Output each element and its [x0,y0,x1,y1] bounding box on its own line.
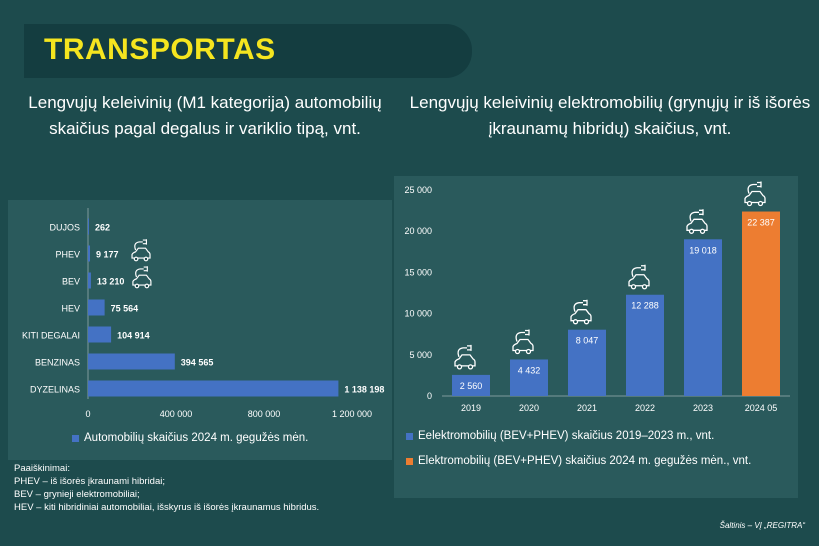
right-chart-heading: Lengvųjų keleivinių elektromobilių (gryn… [409,93,811,138]
bar-dujos [88,218,89,235]
data-label: 1 138 198 [344,385,384,395]
x-tick-label: 1 200 000 [332,409,372,419]
source-note: Šaltinis – VĮ „REGITRA“ [719,521,805,530]
left-chart-panel [8,200,392,460]
right-chart-legend-1: Eelektromobilių (BEV+PHEV) skaičius 2019… [406,430,714,442]
legend-label: Elektromobilių (BEV+PHEV) skaičius 2024 … [418,455,752,467]
bar-benzinas [88,353,175,370]
notes-title: Paaiškinimai: [14,463,70,474]
bar-2023 [684,239,722,396]
plug-car-icon [512,329,534,355]
data-label: 13 210 [97,277,125,287]
category-label: DUJOS [49,223,80,233]
data-label: 394 565 [181,358,214,368]
notes: Paaiškinimai: PHEV – iš išorės įkraunami… [14,462,319,514]
page-title: TRANSPORTAS [44,33,276,66]
category-label: DYZELINAS [30,385,80,395]
plug-car-icon [628,264,650,290]
y-tick-label: 10 000 [404,309,432,319]
legend-swatch-orange [406,457,413,465]
x-tick-label: 2019 [461,403,481,413]
bar-hev [88,299,105,316]
y-tick-label: 15 000 [404,267,432,277]
notes-line: PHEV – iš išorės įkraunami hibridai; [14,476,166,487]
bar-2020 [510,359,548,396]
legend-label: Automobilių skaičius 2024 m. gegužės mėn… [84,432,309,444]
ev-count-bar-chart: 0 5 000 10 000 15 000 20 000 25 000 2 560 2019 4… [404,181,790,413]
bar-2022 [626,294,664,396]
category-label: BENZINAS [35,358,80,368]
x-tick-label: 800 000 [248,409,281,419]
legend-label: Eelektromobilių (BEV+PHEV) skaičius 2019… [418,430,715,442]
data-label: 104 914 [117,331,150,341]
x-tick-label: 2023 [693,403,713,413]
data-label: 9 177 [96,250,119,260]
plug-car-icon [454,344,476,370]
bar-kiti-degalai [88,326,112,343]
data-label: 8 047 [576,336,599,346]
category-label: BEV [62,277,80,287]
data-label: 75 564 [111,304,139,314]
data-label: 19 018 [689,245,717,255]
x-tick-label: 2022 [635,403,655,413]
data-label: 12 288 [631,301,659,311]
plug-car-icon [744,181,766,207]
y-tick-label: 20 000 [404,226,432,236]
x-tick-label: 2020 [519,403,539,413]
x-tick-label: 2021 [577,403,597,413]
right-chart-legend-2: Elektromobilių (BEV+PHEV) skaičius 2024 … [406,455,751,467]
fuel-type-bar-chart: DUJOS 262 PHEV 9 177 BEV 13 210 HEV 75 564 KITI … [22,208,384,419]
category-label: PHEV [55,250,80,260]
plug-car-icon [686,209,708,234]
bar-dyzelinas [88,380,339,397]
x-tick-label: 0 [85,409,90,419]
data-label: 2 560 [460,381,483,391]
y-tick-label: 0 [427,391,432,401]
bar-2021 [568,329,606,396]
title-banner [24,24,472,78]
bar-bev [88,272,91,289]
x-tick-label: 2024 05 [745,403,778,413]
bar-2024-05 [742,211,780,396]
notes-line: BEV – grynieji elektromobiliai; [14,489,140,500]
plug-car-icon [132,266,152,289]
y-tick-label: 25 000 [404,185,432,195]
plug-car-icon [131,239,151,262]
bar-phev [88,245,91,262]
legend-swatch-blue [72,434,79,442]
data-label: 262 [95,223,110,233]
data-label: 4 432 [518,365,541,375]
notes-line: HEV – kiti hibridiniai automobiliai, išs… [14,502,320,513]
bar-2019 [452,374,490,396]
left-chart-heading: Lengvųjų keleivinių (M1 kategorija) auto… [28,93,382,138]
x-tick-label: 400 000 [160,409,193,419]
category-label: KITI DEGALAI [22,331,80,341]
legend-swatch-blue [406,432,413,440]
category-label: HEV [61,304,80,314]
y-tick-label: 5 000 [409,350,432,360]
plug-car-icon [570,299,592,325]
data-label: 22 387 [747,218,775,228]
left-chart-legend: Automobilių skaičius 2024 m. gegužės mėn… [72,432,308,444]
